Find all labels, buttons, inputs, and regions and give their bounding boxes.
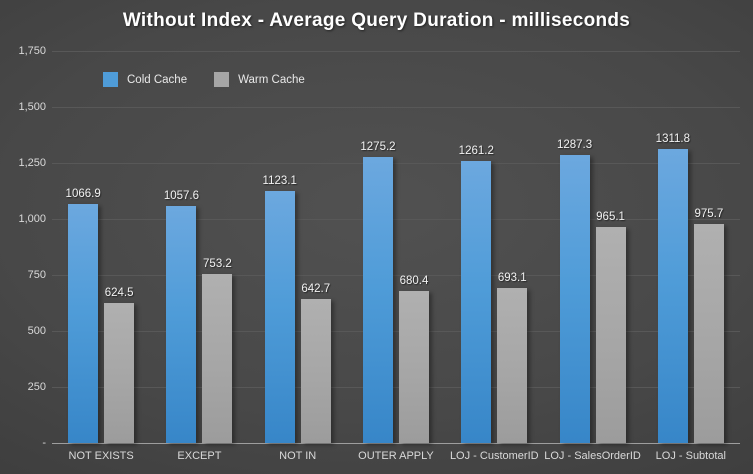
bar-warm-cache	[202, 274, 233, 443]
bar-cold-cache	[657, 149, 688, 443]
bar-cold-cache	[166, 206, 197, 443]
y-axis-tick-label: 750	[27, 269, 46, 281]
bar-group-not-exists: 1066.9 624.5	[52, 51, 150, 443]
bar-warm-cache	[595, 226, 626, 443]
bar-group-loj-subtotal: 1311.8 975.7	[642, 51, 740, 443]
bars-layer: 1066.9 624.5 1057.6 753.2 1123.1 642.7 1275.2 6…	[52, 51, 740, 443]
bar-group-except: 1057.6 753.2	[150, 51, 248, 443]
data-label: 1123.1	[262, 175, 297, 188]
x-axis-category-label: OUTER APPLY	[358, 450, 434, 462]
gridline	[52, 163, 740, 164]
bar-warm-cache	[398, 290, 429, 443]
data-label: 965.1	[596, 210, 625, 223]
gridline	[52, 387, 740, 388]
bar-group-loj-customerid: 1261.2 693.1	[445, 51, 543, 443]
x-axis-category-label: LOJ - SalesOrderID	[544, 450, 641, 462]
bar-slot-cold-cache: 1066.9	[65, 51, 101, 443]
bar-slot-cold-cache: 1275.2	[360, 51, 396, 443]
bar-slot-cold-cache: 1311.8	[655, 51, 690, 443]
data-label: 1057.6	[163, 190, 200, 203]
bar-slot-warm-cache: 624.5	[104, 51, 135, 443]
data-label: 975.7	[694, 208, 724, 221]
bar-slot-warm-cache: 965.1	[595, 51, 626, 443]
bar-slot-warm-cache: 693.1	[497, 51, 528, 443]
data-label: 1261.2	[458, 144, 494, 157]
x-axis-category-labels: NOT EXISTS EXCEPT NOT IN OUTER APPLY LOJ - C…	[52, 450, 740, 462]
y-axis-tick-label: -	[42, 437, 46, 449]
y-axis-tick-label: 1,500	[18, 101, 46, 113]
legend-swatch-warm-cache	[214, 72, 230, 87]
legend-item-warm-cache: Warm Cache	[214, 72, 305, 87]
bar-cold-cache	[559, 154, 590, 443]
bar-warm-cache	[104, 303, 135, 443]
x-axis-category-label: EXCEPT	[177, 450, 222, 462]
y-axis-tick-label: 1,000	[18, 213, 46, 225]
bar-group-not-in: 1123.1 642.7	[249, 51, 347, 443]
bar-slot-cold-cache: 1287.3	[556, 51, 593, 443]
bar-warm-cache	[300, 299, 331, 443]
gridline	[52, 331, 740, 332]
bar-cold-cache	[362, 157, 393, 443]
data-label: 642.7	[301, 283, 331, 295]
gridline	[52, 107, 740, 108]
legend-label: Cold Cache	[127, 73, 188, 86]
legend-swatch-cold-cache	[103, 72, 118, 87]
bar-group-outer-apply: 1275.2 680.4	[347, 51, 445, 443]
bar-slot-warm-cache: 975.7	[693, 51, 724, 443]
bar-slot-cold-cache: 1123.1	[262, 51, 297, 443]
bar-warm-cache	[497, 287, 528, 443]
data-label: 680.4	[399, 274, 429, 287]
gridline	[52, 51, 740, 52]
data-label: 1066.9	[65, 188, 101, 200]
bar-group-loj-salesorderid: 1287.3 965.1	[543, 51, 641, 443]
y-axis-tick-label: 500	[27, 325, 46, 337]
bar-cold-cache	[264, 191, 295, 443]
bar-warm-cache	[693, 224, 724, 443]
legend-item-cold-cache: Cold Cache	[103, 72, 187, 87]
bar-slot-cold-cache: 1261.2	[458, 51, 494, 443]
y-axis-tick-label: 1,250	[18, 157, 46, 169]
chart-title: Without Index - Average Query Duration -…	[122, 10, 631, 31]
bar-slot-cold-cache: 1057.6	[163, 51, 200, 443]
legend: Cold Cache Warm Cache	[103, 72, 305, 87]
data-label: 624.5	[104, 287, 134, 300]
y-axis-tick-label: 250	[27, 381, 46, 393]
data-label: 753.2	[203, 258, 232, 271]
bar-cold-cache	[68, 204, 99, 443]
x-axis-category-label: NOT EXISTS	[68, 450, 134, 462]
data-label: 1275.2	[360, 141, 396, 154]
y-axis-tick-label: 1,750	[18, 45, 46, 57]
data-label: 1311.8	[655, 133, 690, 146]
bar-slot-warm-cache: 680.4	[398, 51, 429, 443]
data-label: 693.1	[497, 271, 527, 284]
x-axis-category-label: NOT IN	[279, 450, 317, 462]
gridline	[52, 219, 740, 220]
bar-slot-warm-cache: 753.2	[202, 51, 233, 443]
bar-slot-warm-cache: 642.7	[300, 51, 331, 443]
bar-cold-cache	[461, 160, 492, 443]
plot-area: 1,750 1,500 1,250 1,000 750 500 250 - 1066.9 624.…	[18, 45, 740, 449]
x-axis-category-label: LOJ - Subtotal	[655, 450, 726, 462]
gridline	[52, 275, 740, 276]
data-label: 1287.3	[556, 138, 593, 151]
x-axis-category-label: LOJ - CustomerID	[449, 450, 539, 462]
legend-label: Warm Cache	[238, 73, 305, 86]
